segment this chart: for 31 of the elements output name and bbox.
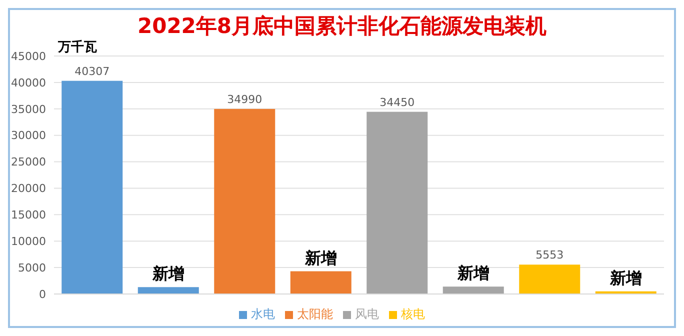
y-tick-label: 35000 xyxy=(11,102,46,116)
y-tick-label: 0 xyxy=(39,288,46,301)
y-axis-title: 万千瓦 xyxy=(58,38,97,56)
legend-label: 太阳能 xyxy=(297,307,333,321)
legend-label: 水电 xyxy=(251,307,275,321)
y-tick-label: 5000 xyxy=(18,261,46,274)
y-tick-label: 30000 xyxy=(11,129,46,142)
y-tick-label: 20000 xyxy=(11,182,46,196)
data-label: 34450 xyxy=(380,96,415,109)
data-label: 新增 xyxy=(456,264,490,283)
data-label: 40307 xyxy=(74,64,110,78)
legend-label: 核电 xyxy=(401,307,425,321)
y-tick-label: 25000 xyxy=(11,156,46,169)
data-label: 5553 xyxy=(536,248,564,262)
bar xyxy=(62,80,123,294)
data-label: 34990 xyxy=(227,92,262,106)
y-tick-label: 10000 xyxy=(11,235,46,248)
bar xyxy=(366,112,428,294)
bar xyxy=(519,264,580,294)
bar xyxy=(138,287,199,294)
legend-label: 风电 xyxy=(355,307,379,321)
chart-title: 2022年8月底中国累计非化石能源发电装机 xyxy=(136,13,548,40)
data-label: 新增 xyxy=(608,268,642,288)
bar xyxy=(442,286,504,294)
bar xyxy=(290,271,352,294)
y-tick-label: 15000 xyxy=(11,208,46,222)
y-tick-label: 40000 xyxy=(11,76,46,90)
bar xyxy=(214,108,276,294)
data-label: 新增 xyxy=(304,248,337,268)
data-label: 新增 xyxy=(151,264,184,284)
y-tick-label: 45000 xyxy=(11,50,46,63)
